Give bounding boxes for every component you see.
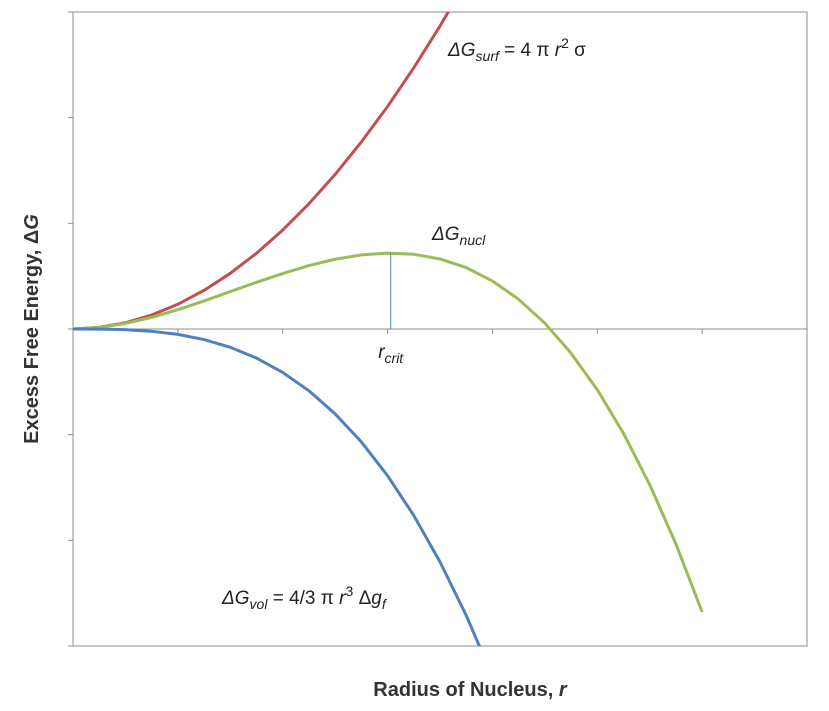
ann-part: r bbox=[339, 588, 346, 609]
series-group bbox=[73, 12, 704, 646]
ann-part: = 4/3 π bbox=[267, 588, 339, 609]
ann-part: surf bbox=[476, 48, 501, 64]
x-label-var: r bbox=[559, 679, 568, 701]
y-label-text: Excess Free Energy, Δ bbox=[21, 230, 43, 444]
ann-part: ΔG bbox=[221, 588, 250, 609]
ann-part: ΔG bbox=[431, 224, 460, 245]
ann-part: Δ bbox=[353, 588, 371, 609]
surf-annotation: ΔGsurf = 4 π r2 σ bbox=[447, 35, 586, 64]
y-axis-label: Excess Free Energy, ΔG bbox=[21, 214, 43, 444]
ann-part: r bbox=[378, 342, 385, 363]
series-line bbox=[73, 12, 450, 331]
ann-part: = 4 π bbox=[499, 40, 555, 61]
critical-radius-label: rcrit bbox=[378, 342, 404, 366]
y-label-var: G bbox=[21, 214, 43, 230]
nucl-annotation: ΔGnucl bbox=[431, 224, 486, 248]
ann-part: ΔG bbox=[447, 40, 476, 61]
ann-part: vol bbox=[250, 596, 269, 612]
series-line bbox=[73, 327, 481, 646]
ann-part: 2 bbox=[561, 35, 569, 51]
ann-part: f bbox=[382, 596, 388, 612]
x-axis-label: Radius of Nucleus, r bbox=[373, 679, 568, 701]
ann-part: 3 bbox=[346, 583, 354, 599]
x-label-text: Radius of Nucleus, bbox=[373, 679, 559, 701]
ann-part: σ bbox=[569, 40, 586, 61]
vol-annotation: ΔGvol = 4/3 π r3 Δgf bbox=[221, 583, 388, 612]
ann-part: r bbox=[555, 40, 562, 61]
axes bbox=[68, 11, 807, 647]
ann-part: crit bbox=[385, 350, 405, 366]
ann-part: nucl bbox=[460, 232, 487, 248]
series-line bbox=[73, 251, 704, 613]
ann-part: g bbox=[371, 588, 382, 609]
